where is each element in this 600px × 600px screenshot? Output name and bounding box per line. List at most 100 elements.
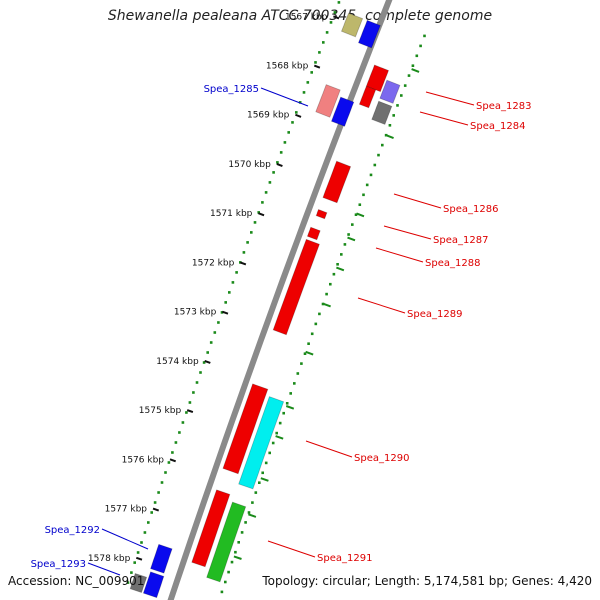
ruler-dot (282, 411, 285, 415)
ruler-dot (423, 34, 426, 38)
ruler-dot (365, 183, 369, 187)
label-layer: Spea_1283 Spea_1284 Spea_1285 Spea_1286 Spea… (31, 84, 531, 576)
ruler-dot (133, 561, 136, 564)
kbp-label: 1572 kbp (192, 258, 235, 268)
ruler-dot (160, 481, 164, 484)
gene-blue[interactable] (357, 19, 381, 49)
gene-spea-1283[interactable] (365, 64, 390, 93)
ruler-dot (291, 121, 294, 124)
gene-label-spea-1291[interactable]: Spea_1291 (317, 553, 372, 564)
genome-title: Shewanella pealeana ATCC 700345, complet… (107, 8, 493, 24)
ruler-dot (224, 580, 227, 584)
topology-label: Topology: circular; Length: 5,174,581 bp… (262, 574, 592, 588)
accession-label: Accession: NC_009901 (8, 574, 145, 588)
ruler-tick (285, 405, 295, 410)
kbp-tick (276, 163, 283, 168)
gene-cyan[interactable] (238, 396, 285, 490)
ruler-dot (298, 101, 302, 104)
gene-khaki[interactable] (340, 12, 364, 38)
gene-spea-1291[interactable] (191, 489, 231, 568)
ruler-dot (242, 251, 246, 254)
kbp-label: 1576 kbp (122, 455, 165, 465)
ruler-dot (310, 332, 314, 336)
ruler-dot (419, 44, 422, 48)
ruler-dot (224, 301, 227, 304)
ruler-dot (220, 590, 224, 594)
kbp-label: 1567 kbp (285, 12, 328, 22)
ruler-dot (192, 391, 195, 394)
ruler-dot (181, 421, 185, 424)
gene-label-spea-1284[interactable]: Spea_1284 (470, 121, 525, 132)
gene-label-leader (425, 91, 475, 106)
ruler-dot (227, 570, 230, 574)
gene-label-spea-1290[interactable]: Spea_1290 (354, 453, 409, 464)
kbp-tick (313, 64, 321, 69)
ruler-dot (240, 531, 244, 534)
ruler-dot (411, 64, 415, 67)
ruler-dot (276, 161, 279, 164)
ruler-dot (318, 51, 321, 54)
gene-label-leader (101, 528, 149, 550)
ruler-tick (260, 477, 269, 482)
ruler-dot (220, 311, 224, 314)
ruler-dot (295, 111, 298, 114)
ruler-dot (153, 501, 157, 504)
gene-spea-1292[interactable] (150, 543, 173, 574)
gene-label-spea-1289[interactable]: Spea_1289 (407, 309, 462, 320)
ruler-dot (250, 231, 253, 234)
ruler-dot (373, 163, 377, 167)
gene-label-spea-1292[interactable]: Spea_1292 (45, 525, 100, 536)
ruler-dot (150, 511, 153, 514)
gene-gray-2[interactable] (129, 572, 148, 594)
gene-label-spea-1293[interactable]: Spea_1293 (31, 559, 86, 570)
gene-spea-1285[interactable] (315, 84, 341, 118)
kbp-label: 1574 kbp (156, 357, 199, 367)
ruler-dot (126, 581, 130, 584)
ruler-dot (199, 371, 202, 374)
gene-spea-1289[interactable] (272, 238, 320, 336)
gene-label-leader (260, 87, 309, 107)
ruler-dot (257, 211, 260, 214)
ruler-dot (377, 153, 380, 157)
gene-spea-1293[interactable] (142, 571, 165, 599)
ruler-dot (195, 381, 199, 384)
ruler-dot (287, 131, 290, 134)
ruler-dot (275, 431, 278, 435)
gene-blue-2[interactable] (330, 96, 355, 127)
gene-label-spea-1288[interactable]: Spea_1288 (425, 258, 480, 269)
ruler-dot (337, 1, 341, 4)
ruler-dot (246, 241, 249, 244)
backbone-layer (167, 0, 393, 600)
gene-spea-1288[interactable] (306, 226, 321, 241)
gene-purple[interactable] (379, 79, 401, 104)
gene-label-spea-1286[interactable]: Spea_1286 (443, 204, 498, 215)
kbp-tick (239, 261, 247, 266)
gene-spea-1283-part[interactable] (358, 85, 377, 109)
gene-label-spea-1283[interactable]: Spea_1283 (476, 101, 531, 112)
ruler-dot (415, 54, 419, 58)
ruler-dot (388, 124, 392, 127)
gene-green[interactable] (206, 501, 247, 583)
ruler-tick (347, 236, 356, 242)
ruler-dot (136, 551, 140, 554)
gene-label-spea-1285[interactable]: Spea_1285 (204, 84, 259, 95)
kbp-label: 1571 kbp (210, 209, 253, 219)
ruler-dot (289, 392, 292, 395)
gene-spea-1284[interactable] (371, 100, 393, 125)
ruler-dot (231, 281, 235, 284)
ruler-dot (278, 421, 282, 425)
gene-label-leader (357, 297, 406, 314)
gene-label-leader (87, 562, 121, 576)
ruler-dot (253, 221, 257, 224)
ruler-dot (261, 471, 264, 475)
ruler-tick (411, 68, 420, 73)
ruler-dot (230, 560, 234, 564)
ruler-tick (336, 266, 345, 272)
ruler-dot (279, 151, 283, 154)
gene-spea-1290[interactable] (222, 383, 269, 475)
ruler-dot (264, 191, 268, 194)
gene-spea-1287[interactable] (315, 208, 328, 220)
gene-label-leader (383, 225, 432, 240)
gene-label-spea-1287[interactable]: Spea_1287 (433, 235, 488, 246)
gene-spea-1286[interactable] (322, 160, 352, 204)
